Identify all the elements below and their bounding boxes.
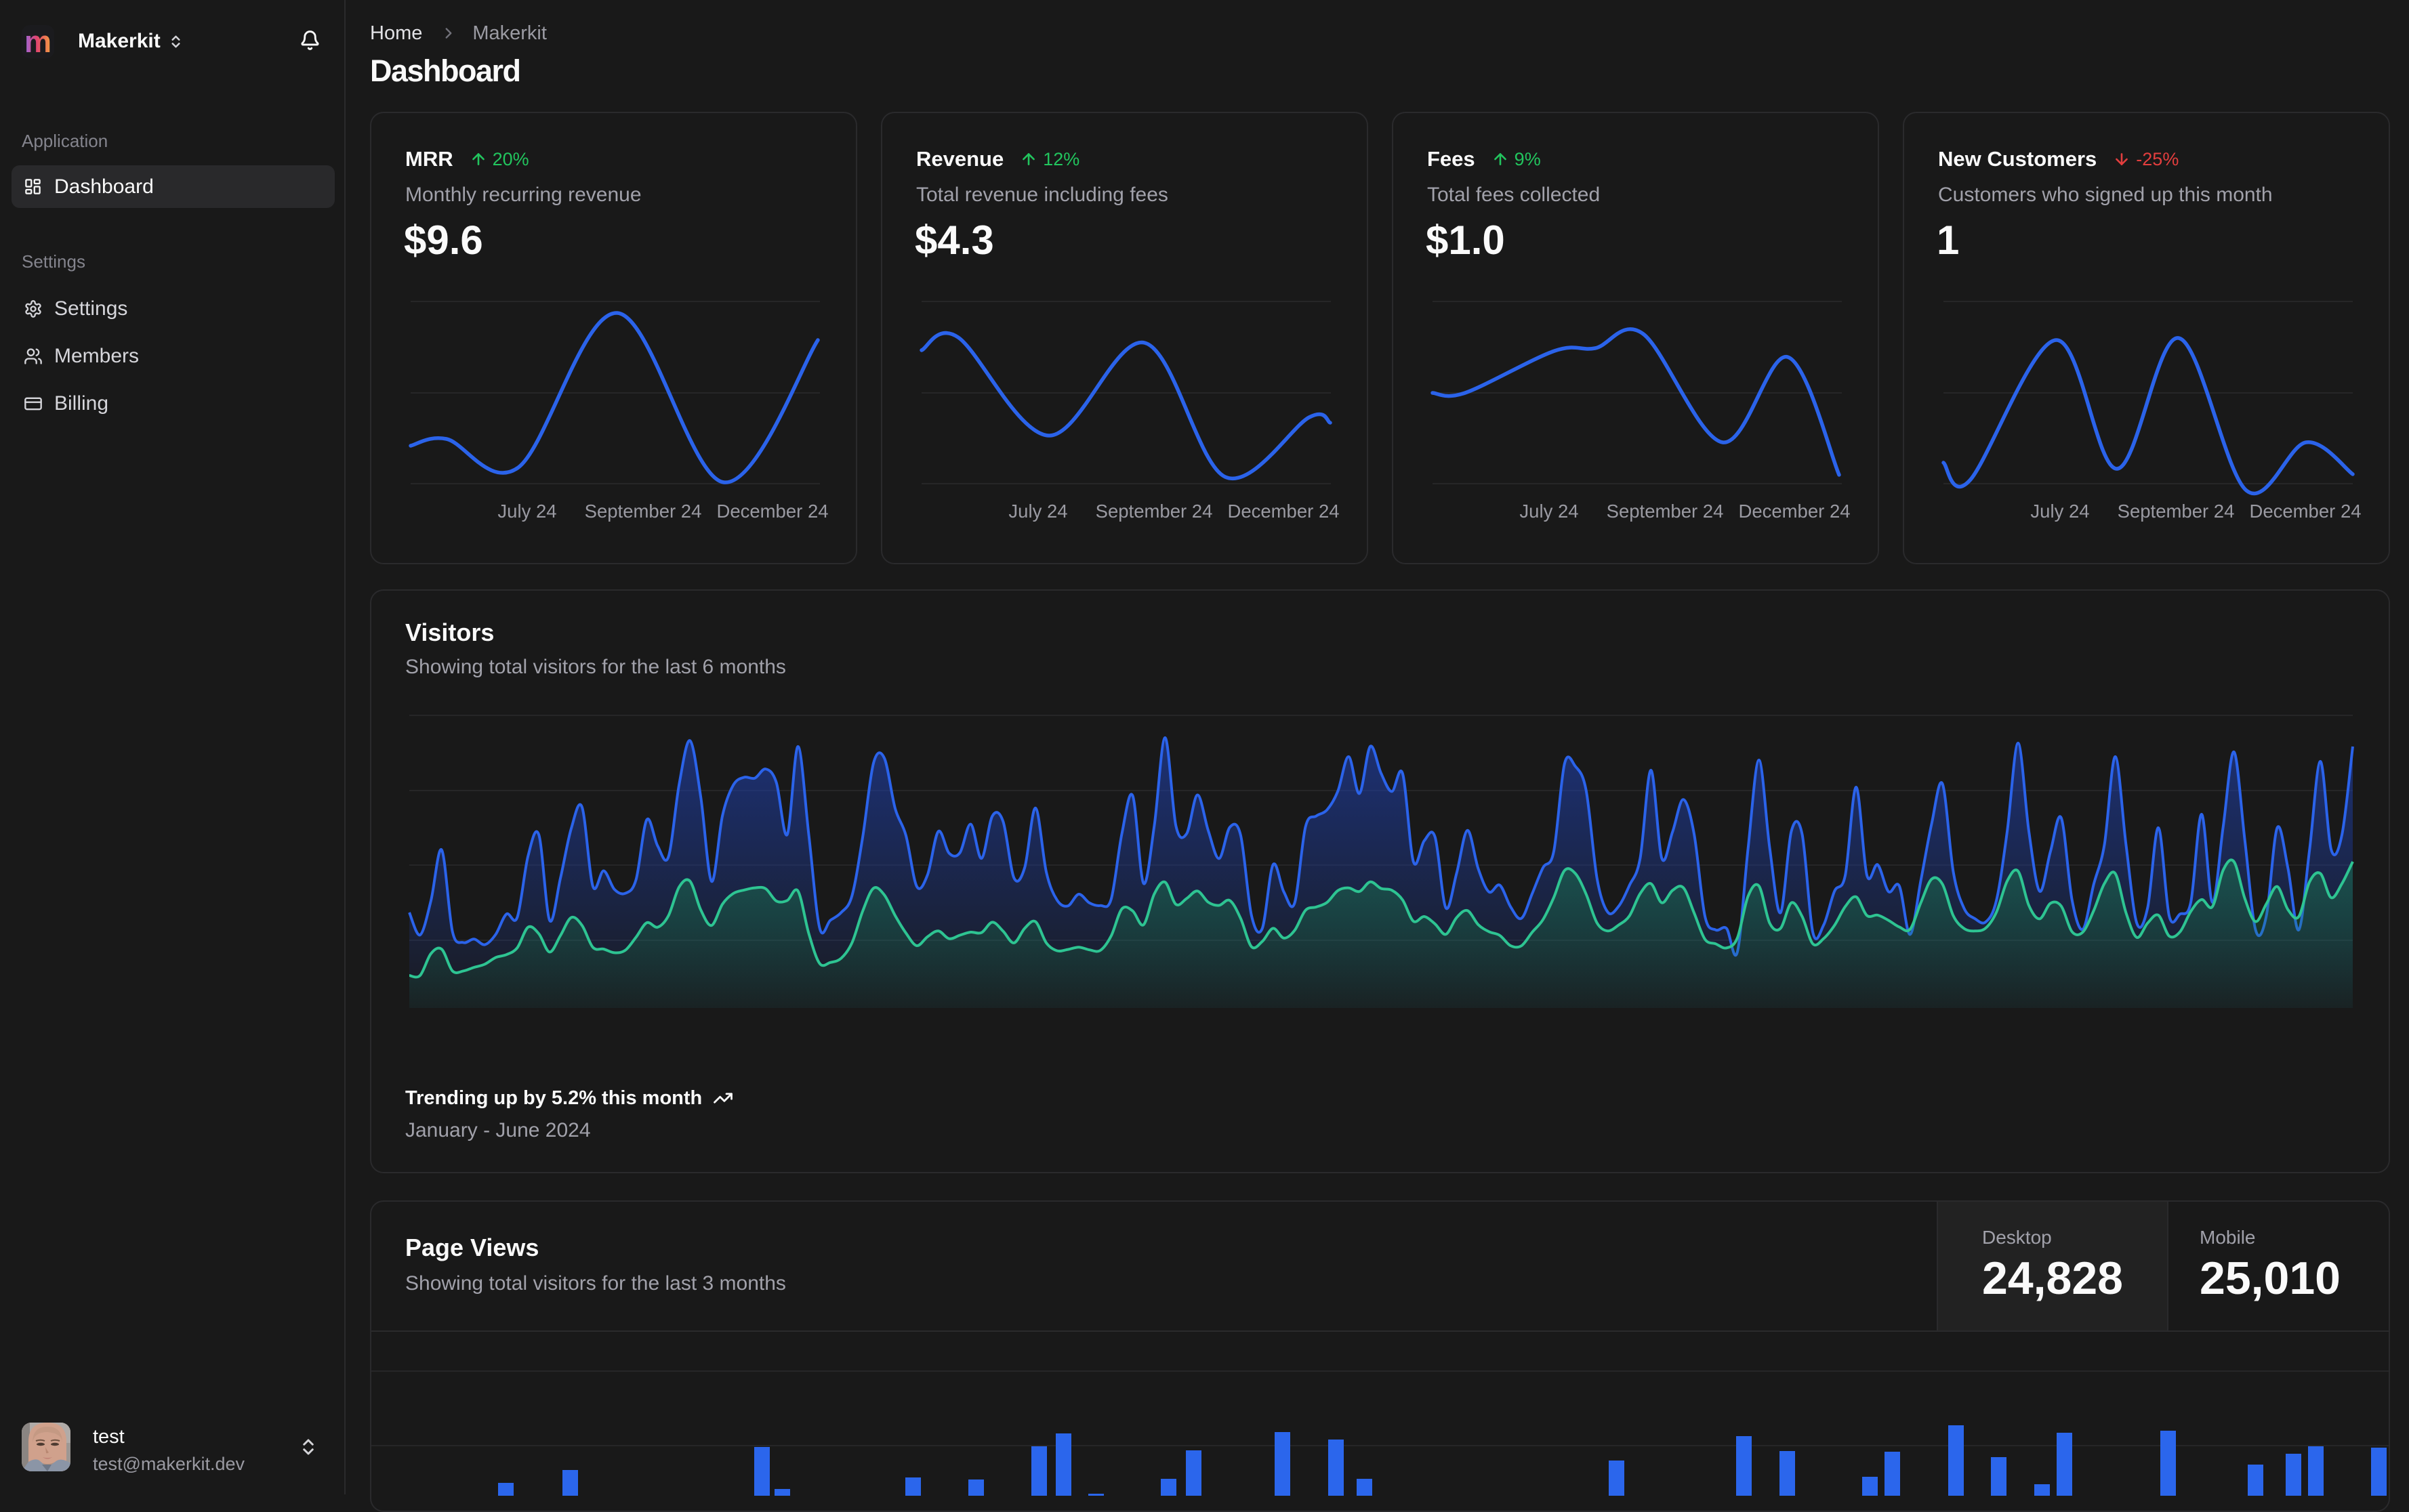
svg-text:December 24: December 24 <box>716 501 828 522</box>
svg-text:m: m <box>24 25 52 58</box>
svg-text:December 24: December 24 <box>2249 501 2361 522</box>
svg-text:September 24: September 24 <box>1096 501 1213 522</box>
svg-text:September 24: September 24 <box>2118 501 2235 522</box>
svg-text:July 24: July 24 <box>497 501 556 522</box>
svg-text:September 24: September 24 <box>585 501 702 522</box>
svg-text:September 24: September 24 <box>1607 501 1724 522</box>
svg-text:July 24: July 24 <box>1519 501 1578 522</box>
svg-text:December 24: December 24 <box>1227 501 1339 522</box>
svg-text:December 24: December 24 <box>1738 501 1850 522</box>
svg-text:July 24: July 24 <box>2030 501 2089 522</box>
svg-text:July 24: July 24 <box>1008 501 1067 522</box>
